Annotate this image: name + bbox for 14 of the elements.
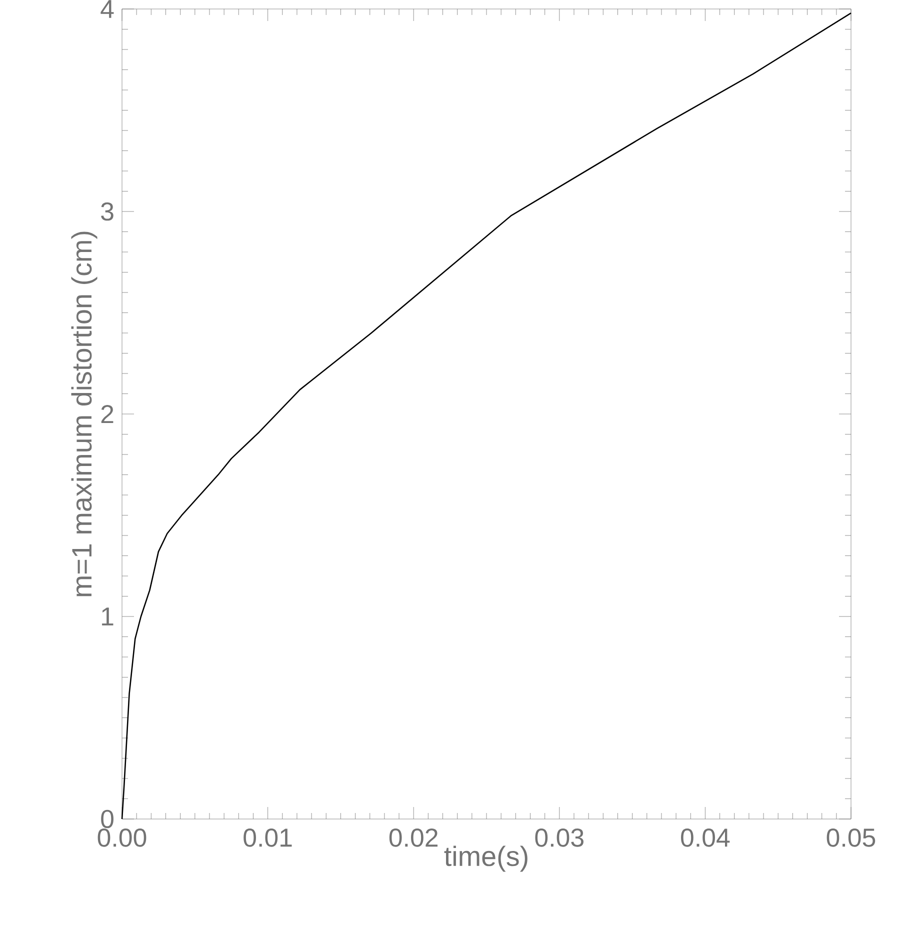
x-axis-title: time(s) [444, 846, 528, 872]
x-tick-label: 0.01 [244, 828, 292, 847]
x-tick-label: 0.05 [826, 828, 876, 847]
y-tick-label: 4 [100, 0, 114, 18]
y-axis-title: m=1 maximum distortion (cm) [71, 232, 98, 596]
y-tick-label: 2 [101, 404, 114, 424]
x-tick-label: 0.03 [535, 828, 584, 847]
x-tick-label: 0.04 [681, 828, 730, 847]
line-series [121, 12, 852, 820]
y-tick-label: 3 [101, 202, 114, 221]
y-tick-label: 1 [102, 608, 114, 626]
x-tick-label: 0.02 [389, 828, 438, 847]
x-tick-label: 0.00 [98, 828, 146, 847]
y-tick-label: 0 [101, 810, 114, 828]
